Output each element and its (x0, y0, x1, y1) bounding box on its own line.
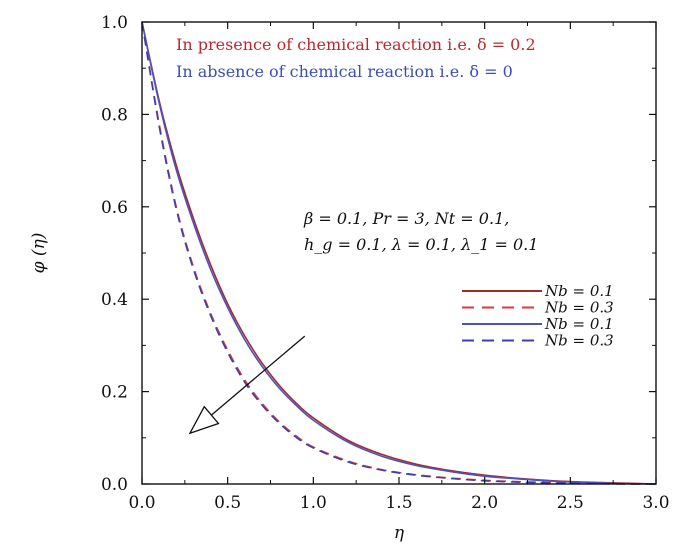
x-axis-label: η (394, 523, 405, 543)
legend-label-2: Nb = 0.3 (544, 299, 614, 317)
series-line-3 (141, 21, 657, 485)
x-tick-label: 1.5 (385, 493, 412, 513)
x-tick-label: 1.0 (300, 493, 327, 513)
y-tick-label: 1.0 (101, 13, 128, 33)
tick-layer: 0.0 0.5 1.0 1.5 2.0 2.5 3.0 0.0 0.2 0.4 0.6 0.8 1.0 (101, 13, 670, 513)
legend-label-1: Nb = 0.1 (544, 282, 614, 300)
series-line-2 (141, 21, 657, 485)
x-tick-label: 0.5 (214, 493, 241, 513)
parameters-line-1: β = 0.1, Pr = 3, Nt = 0.1, (303, 209, 509, 228)
trend-arrow (188, 335, 306, 435)
x-tick-label: 3.0 (642, 493, 669, 513)
y-tick-label: 0.4 (101, 290, 128, 310)
parameters-line-2: h_g = 0.1, λ = 0.1, λ_1 = 0.1 (304, 235, 538, 254)
legend-label-3: Nb = 0.1 (544, 315, 614, 333)
arrow-head (188, 405, 220, 435)
plot-layer (141, 21, 657, 485)
legend: Nb = 0.1Nb = 0.3Nb = 0.1Nb = 0.3 (462, 282, 614, 350)
x-tick-label: 2.5 (557, 493, 584, 513)
y-tick-label: 0.6 (101, 198, 128, 218)
x-tick-label: 2.0 (471, 493, 498, 513)
y-tick-label: 0.0 (101, 475, 128, 495)
arrow-shaft (210, 335, 306, 416)
y-axis-label: φ (η) (29, 233, 49, 274)
y-tick-label: 0.2 (101, 383, 128, 403)
annotation-chemical-reaction-absent: In absence of chemical reaction i.e. δ =… (176, 62, 513, 81)
y-tick-label: 0.8 (101, 105, 128, 125)
x-tick-label: 0.0 (128, 493, 155, 513)
annotation-chemical-reaction-present: In presence of chemical reaction i.e. δ … (176, 35, 536, 54)
series-line-4 (141, 21, 657, 485)
legend-label-4: Nb = 0.3 (544, 332, 614, 350)
